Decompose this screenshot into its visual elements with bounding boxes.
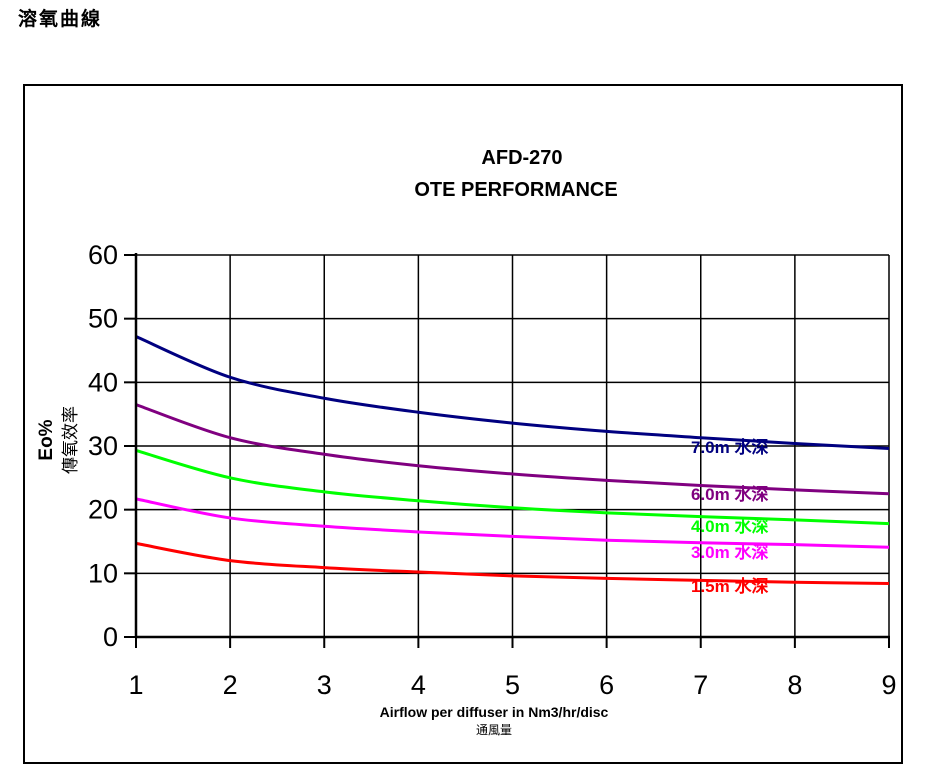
chart-title-line-1: AFD-270 [481, 147, 562, 169]
series-line-6.0m [135, 403, 890, 496]
series-label-3.0m: 3.0m 水深 [691, 542, 768, 562]
x-tick-label: 8 [787, 670, 802, 700]
x-tick-label: 2 [223, 670, 238, 700]
series-label-1.5m: 1.5m 水深 [691, 576, 768, 596]
x-tick-label: 6 [599, 670, 614, 700]
chart-frame [23, 84, 903, 764]
page-heading: 溶氧曲線 [18, 8, 103, 30]
x-axis-label: Airflow per diffuser in Nm3/hr/disc [380, 704, 609, 720]
series-label-7.0m: 7.0m 水深 [691, 437, 768, 457]
x-tick-label: 9 [881, 670, 896, 700]
y-axis-label: Eo% [36, 419, 57, 460]
x-tick-label: 7 [693, 670, 708, 700]
x-tick-label: 5 [505, 670, 520, 700]
y-tick-label: 10 [88, 558, 118, 588]
x-tick-label: 3 [317, 670, 332, 700]
y-tick-label: 60 [88, 240, 118, 270]
x-axis-sublabel: 通風量 [476, 723, 512, 737]
series-line-7.0m [135, 335, 890, 451]
y-tick-label: 30 [88, 431, 118, 461]
series-label-4.0m: 4.0m 水深 [691, 516, 768, 536]
series-line-4.0m [135, 449, 890, 526]
series-line-3.0m [135, 497, 890, 549]
y-tick-label: 20 [88, 495, 118, 525]
y-tick-label: 0 [103, 622, 118, 652]
series-line-1.5m [135, 541, 890, 586]
y-tick-label: 40 [88, 367, 118, 397]
chart-title-line-2: OTE PERFORMANCE [414, 179, 617, 201]
y-axis-sublabel: 傳氧效率 [61, 406, 81, 474]
x-tick-label: 4 [411, 670, 426, 700]
series-label-6.0m: 6.0m 水深 [691, 484, 768, 504]
y-tick-label: 50 [88, 304, 118, 334]
x-tick-label: 1 [128, 670, 143, 700]
